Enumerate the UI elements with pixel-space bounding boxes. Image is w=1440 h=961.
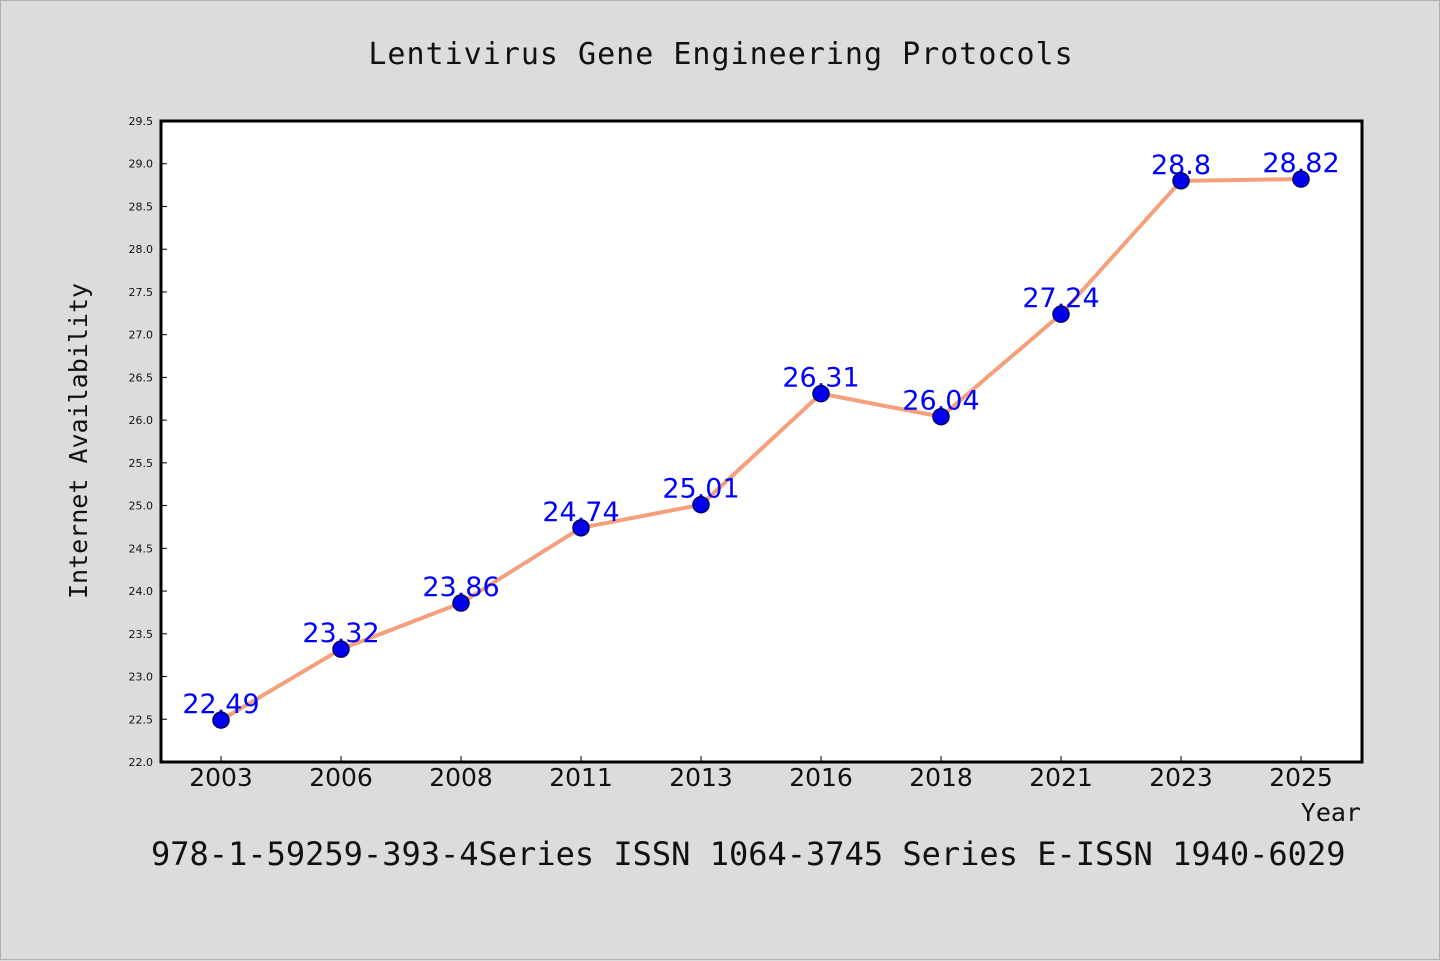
y-tick-label: 24.5	[129, 542, 154, 555]
footer-isbn-text: 978-1-59259-393-4Series ISSN 1064-3745 S…	[151, 835, 1345, 873]
plot-area	[159, 119, 1364, 764]
y-tick-label: 23.0	[129, 671, 154, 684]
y-tick-label: 29.5	[129, 115, 154, 128]
y-tick-label: 22.5	[129, 713, 154, 726]
y-tick-label: 25.0	[129, 500, 154, 513]
x-tick-label: 2025	[1269, 763, 1333, 792]
x-axis-label: Year	[1301, 798, 1361, 827]
x-tick-label: 2023	[1149, 763, 1213, 792]
data-point-marker	[452, 594, 470, 612]
y-tick-label: 25.5	[129, 457, 154, 470]
data-point-marker	[1172, 172, 1190, 190]
y-axis-label: Internet Availability	[64, 283, 93, 599]
x-tick-label: 2021	[1029, 763, 1093, 792]
y-tick-label: 29.0	[129, 158, 154, 171]
y-axis-ticks: 22.0 22.5 23.0 23.5 24.0 24.5 25.0 25.5 26.0 26.5…	[129, 115, 167, 769]
data-point-marker	[1052, 305, 1070, 323]
y-tick-label: 23.5	[129, 628, 154, 641]
data-point-marker	[812, 384, 830, 403]
data-point-marker	[212, 711, 230, 729]
y-tick-label: 27.5	[129, 286, 154, 299]
x-axis-ticks: 2003 2006 2008 2011 2013 2016 2018 2021 2023 2025	[189, 756, 1333, 792]
x-tick-label: 2016	[789, 763, 853, 792]
x-tick-label: 2011	[549, 763, 613, 792]
x-tick-label: 2013	[669, 763, 733, 792]
y-tick-label: 26.5	[129, 371, 154, 384]
data-point-marker	[932, 407, 950, 426]
x-tick-label: 2008	[429, 763, 493, 792]
y-tick-label: 28.5	[129, 200, 154, 213]
data-point-marker	[692, 495, 710, 514]
data-point-marker	[1292, 170, 1310, 188]
chart-title: Lentivirus Gene Engineering Protocols	[368, 37, 1073, 72]
markers-group	[212, 170, 1310, 729]
x-tick-label: 2018	[909, 763, 973, 792]
y-tick-label: 28.0	[129, 243, 154, 256]
data-point-marker	[332, 640, 350, 658]
y-tick-label: 27.0	[129, 329, 154, 342]
x-tick-label: 2006	[309, 763, 373, 792]
y-tick-label: 22.0	[129, 756, 154, 769]
series-line-group	[219, 177, 1303, 723]
x-tick-label: 2003	[189, 763, 253, 792]
data-point-marker	[572, 519, 590, 537]
series-line	[219, 177, 1303, 723]
y-tick-label: 26.0	[129, 414, 154, 427]
y-tick-label: 24.0	[129, 585, 154, 598]
